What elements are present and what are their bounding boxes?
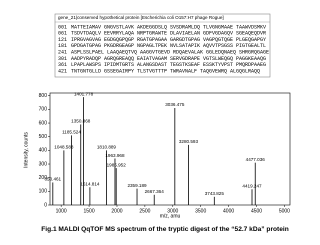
sequence-number: 121 xyxy=(58,37,67,43)
peak-label: 1401.778 xyxy=(74,91,94,96)
y-tick-label: 500 xyxy=(39,134,48,140)
peak-label: 850.461 xyxy=(45,177,62,182)
peak-label: 1350.868 xyxy=(71,119,91,124)
sequence-number: 001 xyxy=(58,24,67,30)
peak-label: 1985.952 xyxy=(107,162,127,167)
peak-label: 1048.588 xyxy=(54,145,74,150)
x-tick-label: 4000 xyxy=(223,208,234,214)
sequence-text: MATTEIAMAV GNGVSTLAVK AKDEGGDSLQ SVSDRAM… xyxy=(71,24,266,30)
caption: Fig.1 MALDI QqTOF MS spectrum of the try… xyxy=(41,226,289,233)
figure: gene_21|conserved hypothetical protein [… xyxy=(23,13,291,233)
sequence-text: LPAPLAWSPS IPIDMTGRTS ALANGSDAST TEGSTKS… xyxy=(71,62,266,68)
peak-label: 1514.814 xyxy=(80,181,100,186)
peak-label: 2359.189 xyxy=(127,183,147,188)
x-axis-label: m/z, amu xyxy=(160,213,181,219)
y-tick-label: 700 xyxy=(39,107,48,113)
peak-label: 2667.364 xyxy=(145,189,165,194)
peak-label: 1963.968 xyxy=(105,153,125,158)
x-tick-label: 2000 xyxy=(111,208,122,214)
sequence-number: 241 xyxy=(58,50,67,56)
peak-label: 4477.036 xyxy=(246,157,266,162)
peak-label: 3743.825 xyxy=(205,191,225,196)
sequence-number: 301 xyxy=(58,56,67,62)
sequence-text: IPRGVAGVAG EGDGQGPQGP RGATGPAGAA GARGDTG… xyxy=(71,37,266,43)
sequence-text: TSDVTDAQLV EEVRRYLAQA NRPTGRAWTE DLAVIAE… xyxy=(71,31,266,37)
sequence-box xyxy=(54,13,271,78)
sequence-title: gene_21|conserved hypothetical protein [… xyxy=(58,15,224,20)
sequence-number: 361 xyxy=(58,62,67,68)
y-tick-label: 100 xyxy=(39,189,48,195)
peak-label: 1810.889 xyxy=(97,145,117,150)
y-axis-label: Intensity, counts xyxy=(23,132,29,168)
x-tick-label: 1500 xyxy=(84,208,95,214)
x-tick-label: 3500 xyxy=(195,208,206,214)
x-tick-label: 3000 xyxy=(167,208,178,214)
y-tick-label: 800 xyxy=(39,93,48,99)
sequence-text: AADPYRADQP AGRQGREAQQ EAIATVAGAM SERVGDR… xyxy=(71,56,266,62)
peak-label: 4419.247 xyxy=(242,184,262,189)
y-tick-label: 300 xyxy=(39,161,48,167)
plot-frame xyxy=(49,92,291,206)
y-tick-label: 200 xyxy=(39,175,48,181)
x-tick-label: 4500 xyxy=(251,208,262,214)
y-tick-label: 400 xyxy=(39,148,48,154)
sequence-number: 181 xyxy=(58,43,67,49)
sequence-number: 061 xyxy=(58,31,67,37)
sequence-text: ASPLSSLPAEL LAAQAEQTVQ AAGGVTGEVD RDQAEV… xyxy=(71,50,269,56)
sequence-text: GPDGATGPAG PKGDRGEAGP NGPAGLTPEK NVLSATA… xyxy=(71,43,266,49)
peak-label: 3036.475 xyxy=(165,102,185,107)
y-tick-label: 600 xyxy=(39,120,48,126)
peak-label: 1185.524 xyxy=(62,130,81,135)
sequence-number: 421 xyxy=(58,68,67,74)
y-tick-label: 0 xyxy=(44,202,47,208)
x-tick-label: 2500 xyxy=(139,208,150,214)
x-tick-label: 1000 xyxy=(56,208,67,214)
sequence-text: TNTGNTGLLD GSSEGAIRPY TLSTVGTTTP TWRAVNA… xyxy=(71,68,260,74)
peak-label: 3280.593 xyxy=(179,139,199,144)
x-tick-label: 5000 xyxy=(279,208,290,214)
